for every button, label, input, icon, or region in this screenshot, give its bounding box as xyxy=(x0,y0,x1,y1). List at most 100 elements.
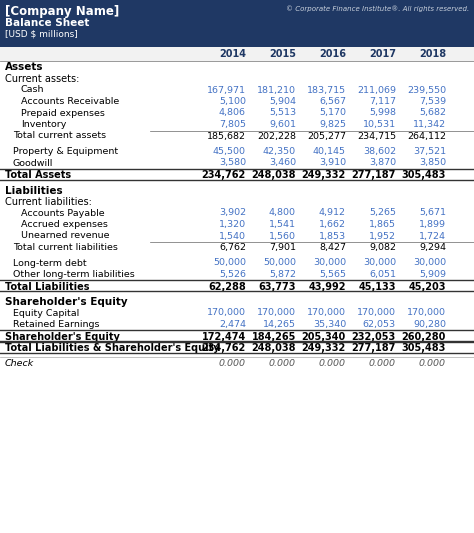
Bar xyxy=(0,0,474,47)
Text: 3,870: 3,870 xyxy=(369,158,396,167)
Text: 264,112: 264,112 xyxy=(407,132,446,141)
Text: 170,000: 170,000 xyxy=(207,309,246,318)
Text: 11,342: 11,342 xyxy=(413,120,446,129)
Text: 1,865: 1,865 xyxy=(369,220,396,229)
Text: Equity Capital: Equity Capital xyxy=(13,309,79,318)
Text: 4,806: 4,806 xyxy=(219,109,246,117)
Text: 2014: 2014 xyxy=(219,49,246,59)
Text: Total Liabilities & Shareholder's Equity: Total Liabilities & Shareholder's Equity xyxy=(5,343,219,353)
Text: 0.000: 0.000 xyxy=(219,359,246,367)
Text: 170,000: 170,000 xyxy=(357,309,396,318)
Text: 249,332: 249,332 xyxy=(302,343,346,353)
Text: 170,000: 170,000 xyxy=(257,309,296,318)
Text: 50,000: 50,000 xyxy=(263,259,296,268)
Text: 14,265: 14,265 xyxy=(263,320,296,329)
Text: 2015: 2015 xyxy=(269,49,296,59)
Text: 30,000: 30,000 xyxy=(413,259,446,268)
Text: 1,952: 1,952 xyxy=(369,231,396,240)
Text: 30,000: 30,000 xyxy=(313,259,346,268)
Bar xyxy=(0,47,474,61)
Text: Shareholder's Equity: Shareholder's Equity xyxy=(5,297,128,307)
Text: 5,872: 5,872 xyxy=(269,270,296,279)
Text: Total current liabilities: Total current liabilities xyxy=(13,243,118,252)
Text: 7,805: 7,805 xyxy=(219,120,246,129)
Text: 7,117: 7,117 xyxy=(369,97,396,106)
Text: Property & Equipment: Property & Equipment xyxy=(13,147,118,156)
Text: 184,265: 184,265 xyxy=(252,332,296,342)
Text: 62,288: 62,288 xyxy=(208,281,246,292)
Text: Accounts Payable: Accounts Payable xyxy=(21,208,105,217)
Text: 260,280: 260,280 xyxy=(401,332,446,342)
Text: Cash: Cash xyxy=(21,85,45,94)
Text: 305,483: 305,483 xyxy=(401,170,446,180)
Text: 0.000: 0.000 xyxy=(319,359,346,367)
Text: Prepaid expenses: Prepaid expenses xyxy=(21,109,105,117)
Text: 10,531: 10,531 xyxy=(363,120,396,129)
Text: 3,910: 3,910 xyxy=(319,158,346,167)
Text: 5,265: 5,265 xyxy=(369,208,396,217)
Text: 170,000: 170,000 xyxy=(307,309,346,318)
Text: 0.000: 0.000 xyxy=(269,359,296,367)
Text: 9,825: 9,825 xyxy=(319,120,346,129)
Text: 1,899: 1,899 xyxy=(419,220,446,229)
Text: 90,280: 90,280 xyxy=(413,320,446,329)
Text: [Company Name]: [Company Name] xyxy=(5,5,119,18)
Text: Long-term debt: Long-term debt xyxy=(13,259,87,268)
Text: Liabilities: Liabilities xyxy=(5,185,63,196)
Text: Unearned revenue: Unearned revenue xyxy=(21,231,109,240)
Text: 35,340: 35,340 xyxy=(313,320,346,329)
Text: 239,550: 239,550 xyxy=(407,85,446,94)
Text: 43,992: 43,992 xyxy=(309,281,346,292)
Text: 234,762: 234,762 xyxy=(202,343,246,353)
Text: 5,513: 5,513 xyxy=(269,109,296,117)
Text: 2017: 2017 xyxy=(369,49,396,59)
Text: Shareholder's Equity: Shareholder's Equity xyxy=(5,332,120,342)
Text: 7,901: 7,901 xyxy=(269,243,296,252)
Text: Total Assets: Total Assets xyxy=(5,170,71,180)
Text: 30,000: 30,000 xyxy=(363,259,396,268)
Text: 4,912: 4,912 xyxy=(319,208,346,217)
Text: 211,069: 211,069 xyxy=(357,85,396,94)
Text: 50,000: 50,000 xyxy=(213,259,246,268)
Text: 5,671: 5,671 xyxy=(419,208,446,217)
Text: Balance Sheet: Balance Sheet xyxy=(5,18,90,28)
Text: 2018: 2018 xyxy=(419,49,446,59)
Text: 232,053: 232,053 xyxy=(352,332,396,342)
Text: 5,170: 5,170 xyxy=(319,109,346,117)
Text: 234,762: 234,762 xyxy=(202,170,246,180)
Text: 45,500: 45,500 xyxy=(213,147,246,156)
Text: 9,082: 9,082 xyxy=(369,243,396,252)
Text: 62,053: 62,053 xyxy=(363,320,396,329)
Text: 1,320: 1,320 xyxy=(219,220,246,229)
Text: 248,038: 248,038 xyxy=(252,343,296,353)
Text: Accounts Receivable: Accounts Receivable xyxy=(21,97,119,106)
Text: Total Liabilities: Total Liabilities xyxy=(5,281,90,292)
Text: 5,682: 5,682 xyxy=(419,109,446,117)
Text: 202,228: 202,228 xyxy=(257,132,296,141)
Text: 5,909: 5,909 xyxy=(419,270,446,279)
Text: 37,521: 37,521 xyxy=(413,147,446,156)
Text: 5,100: 5,100 xyxy=(219,97,246,106)
Text: 6,762: 6,762 xyxy=(219,243,246,252)
Text: 172,474: 172,474 xyxy=(202,332,246,342)
Text: 45,203: 45,203 xyxy=(409,281,446,292)
Text: 45,133: 45,133 xyxy=(358,281,396,292)
Text: 63,773: 63,773 xyxy=(258,281,296,292)
Text: 9,294: 9,294 xyxy=(419,243,446,252)
Text: 3,902: 3,902 xyxy=(219,208,246,217)
Text: 38,602: 38,602 xyxy=(363,147,396,156)
Text: 1,724: 1,724 xyxy=(419,231,446,240)
Text: 8,427: 8,427 xyxy=(319,243,346,252)
Text: 5,565: 5,565 xyxy=(319,270,346,279)
Text: 1,853: 1,853 xyxy=(319,231,346,240)
Text: 205,277: 205,277 xyxy=(307,132,346,141)
Text: 1,662: 1,662 xyxy=(319,220,346,229)
Text: 3,460: 3,460 xyxy=(269,158,296,167)
Text: 4,800: 4,800 xyxy=(269,208,296,217)
Text: 1,560: 1,560 xyxy=(269,231,296,240)
Text: 248,038: 248,038 xyxy=(252,170,296,180)
Text: 2,474: 2,474 xyxy=(219,320,246,329)
Text: Total current assets: Total current assets xyxy=(13,132,106,141)
Text: Accrued expenses: Accrued expenses xyxy=(21,220,108,229)
Text: 7,539: 7,539 xyxy=(419,97,446,106)
